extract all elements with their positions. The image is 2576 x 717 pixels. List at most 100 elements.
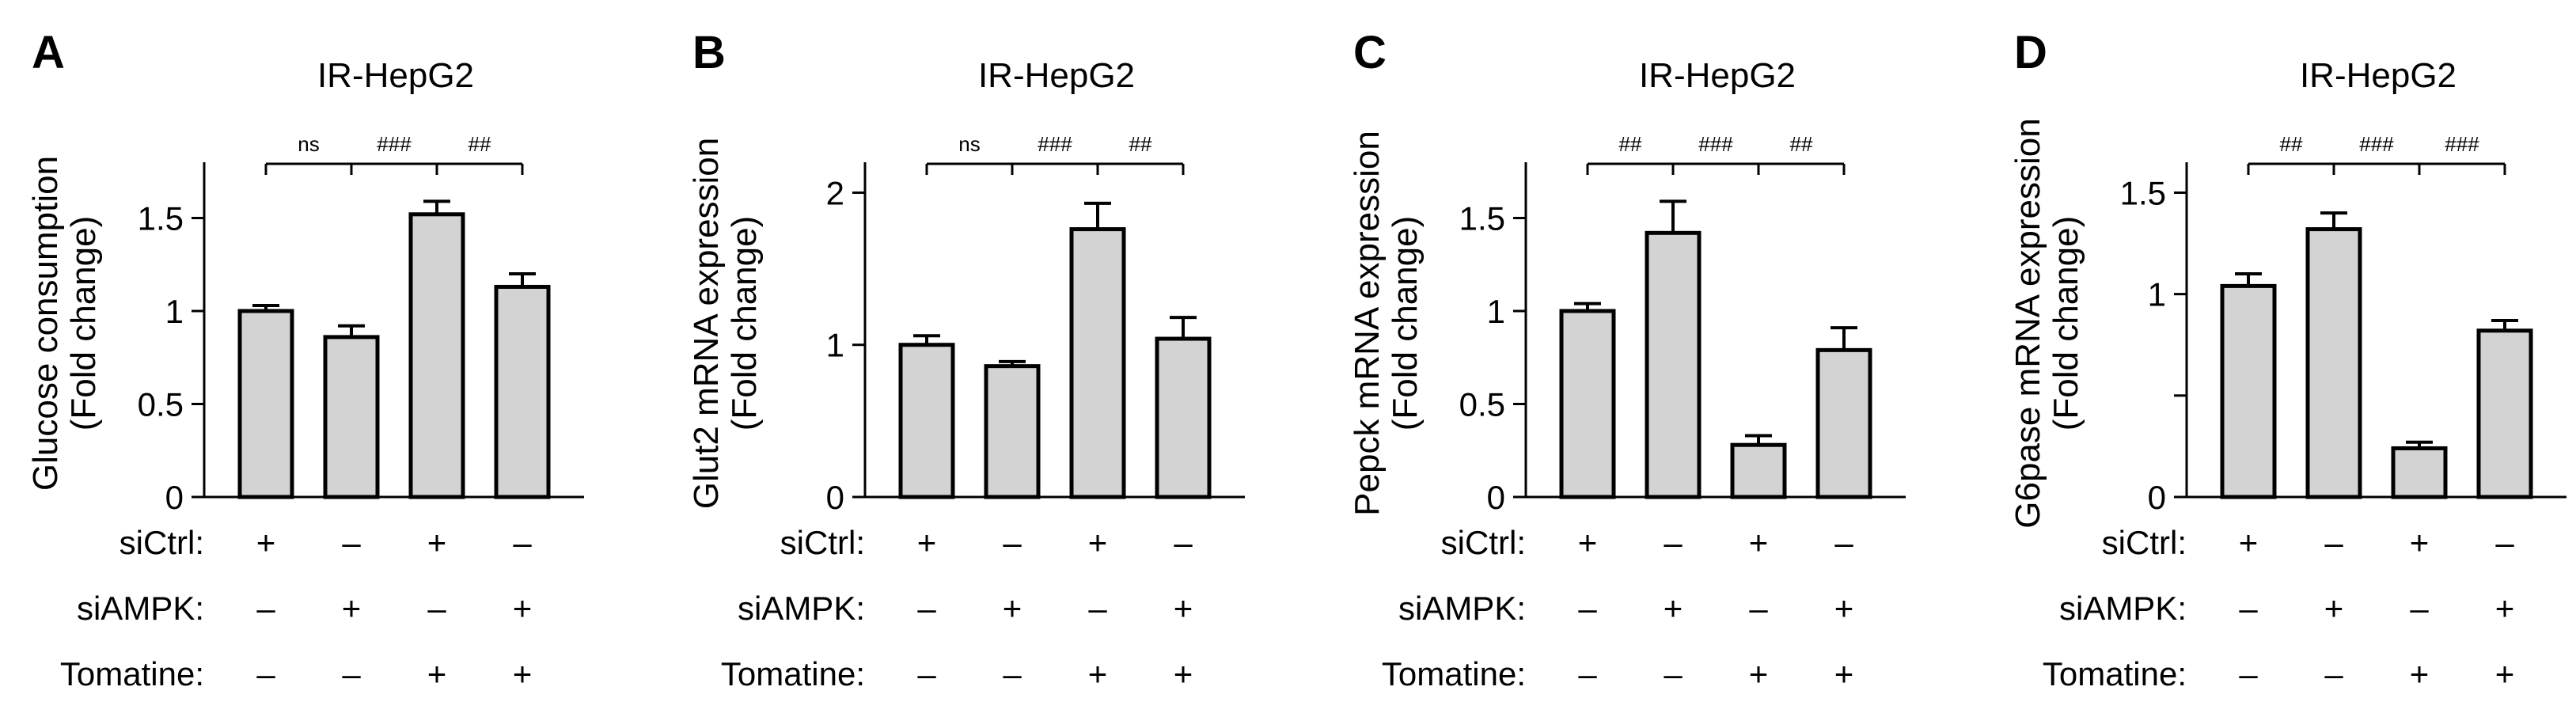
condition-sign: + [1749, 524, 1769, 561]
panel-title: IR-HepG2 [1639, 56, 1796, 95]
y-tick-label: 0 [165, 479, 184, 516]
condition-sign: + [1834, 590, 1854, 627]
bar [494, 284, 551, 499]
y-tick-label: 1 [165, 293, 184, 330]
significance-label: ### [2359, 132, 2394, 156]
bar [323, 335, 380, 499]
condition-sign: – [513, 524, 532, 561]
condition-sign: + [2410, 524, 2430, 561]
y-axis-label: Pepck mRNA expression [1348, 131, 1387, 516]
condition-sign: – [2324, 655, 2343, 692]
y-tick-label: 0 [2148, 479, 2166, 516]
condition-sign: – [2324, 524, 2343, 561]
significance-label: ### [1698, 132, 1733, 156]
bar [1559, 309, 1616, 499]
condition-sign: – [2410, 590, 2429, 627]
condition-label: Tomatine: [60, 655, 204, 692]
panel-title: IR-HepG2 [317, 56, 474, 95]
panel-letter: B [692, 27, 726, 78]
condition-sign: + [917, 524, 937, 561]
condition-sign: + [342, 590, 362, 627]
bar [1815, 347, 1872, 499]
condition-sign: + [513, 590, 533, 627]
bar [1730, 442, 1787, 499]
condition-label: siCtrl: [2102, 524, 2187, 561]
condition-sign: – [1664, 524, 1683, 561]
panel-letter: C [1353, 27, 1387, 78]
condition-sign: – [427, 590, 446, 627]
bar [408, 212, 465, 499]
significance-label: ## [1790, 132, 1813, 156]
bar [2305, 227, 2362, 499]
condition-sign: + [2239, 524, 2259, 561]
y-axis-label: G6pase mRNA expression [2009, 118, 2047, 528]
condition-sign: – [917, 655, 936, 692]
y-tick-label: 1 [1487, 293, 1505, 330]
condition-sign: + [1174, 590, 1193, 627]
bar [2391, 446, 2448, 499]
y-axis-label-unit: (Fold change) [64, 216, 103, 431]
y-tick-label: 1 [826, 327, 844, 364]
significance-label: ## [1129, 132, 1152, 156]
condition-sign: + [513, 655, 533, 692]
condition-sign: + [1088, 524, 1108, 561]
y-tick-label: 1.5 [1459, 200, 1505, 237]
condition-sign: + [2410, 655, 2430, 692]
bar [1069, 227, 1126, 499]
condition-sign: + [1088, 655, 1108, 692]
condition-sign: + [1834, 655, 1854, 692]
condition-sign: – [2239, 655, 2258, 692]
bar [1155, 336, 1212, 499]
condition-sign: – [2239, 590, 2258, 627]
y-tick-label: 0 [1487, 479, 1505, 516]
condition-label: siCtrl: [780, 524, 865, 561]
condition-sign: + [2495, 590, 2515, 627]
significance-label: ### [1038, 132, 1072, 156]
condition-sign: – [1749, 590, 1768, 627]
condition-sign: + [2324, 590, 2344, 627]
condition-label: siAMPK: [77, 590, 204, 627]
condition-sign: – [256, 590, 275, 627]
panel-title: IR-HepG2 [2300, 56, 2456, 95]
condition-sign: + [1003, 590, 1022, 627]
bar [898, 343, 955, 499]
condition-sign: – [1088, 590, 1107, 627]
bar [237, 309, 294, 499]
significance-label: ## [1619, 132, 1642, 156]
condition-sign: + [256, 524, 276, 561]
bar [2220, 283, 2277, 499]
significance-label: ### [377, 132, 412, 156]
y-tick-label: 1.5 [2120, 174, 2166, 211]
y-tick-label: 2 [826, 174, 844, 211]
bar [2476, 328, 2533, 499]
condition-label: Tomatine: [2043, 655, 2187, 692]
condition-sign: – [1834, 524, 1853, 561]
condition-sign: + [1664, 590, 1683, 627]
y-axis-label: Glucose consumption [26, 156, 65, 491]
significance-label: ns [298, 132, 319, 156]
condition-sign: – [1664, 655, 1683, 692]
condition-sign: – [2495, 524, 2514, 561]
significance-label: ## [2280, 132, 2303, 156]
condition-sign: – [256, 655, 275, 692]
condition-sign: – [1174, 524, 1193, 561]
condition-sign: + [1174, 655, 1193, 692]
condition-label: siAMPK: [738, 590, 865, 627]
y-axis-label-unit: (Fold change) [725, 216, 764, 431]
y-tick-label: 1.5 [138, 200, 184, 237]
condition-label: siCtrl: [1441, 524, 1526, 561]
condition-sign: – [342, 655, 361, 692]
y-tick-label: 1 [2148, 276, 2166, 313]
condition-label: Tomatine: [1382, 655, 1526, 692]
panel-title: IR-HepG2 [978, 56, 1135, 95]
panel-letter: A [32, 27, 65, 78]
significance-label: ## [469, 132, 491, 156]
significance-label: ### [2445, 132, 2479, 156]
y-tick-label: 0 [826, 479, 844, 516]
y-axis-label-unit: (Fold change) [2047, 216, 2085, 431]
condition-sign: + [1749, 655, 1769, 692]
y-axis-label-unit: (Fold change) [1386, 216, 1425, 431]
y-tick-label: 0.5 [1459, 386, 1505, 423]
condition-label: siCtrl: [120, 524, 204, 561]
